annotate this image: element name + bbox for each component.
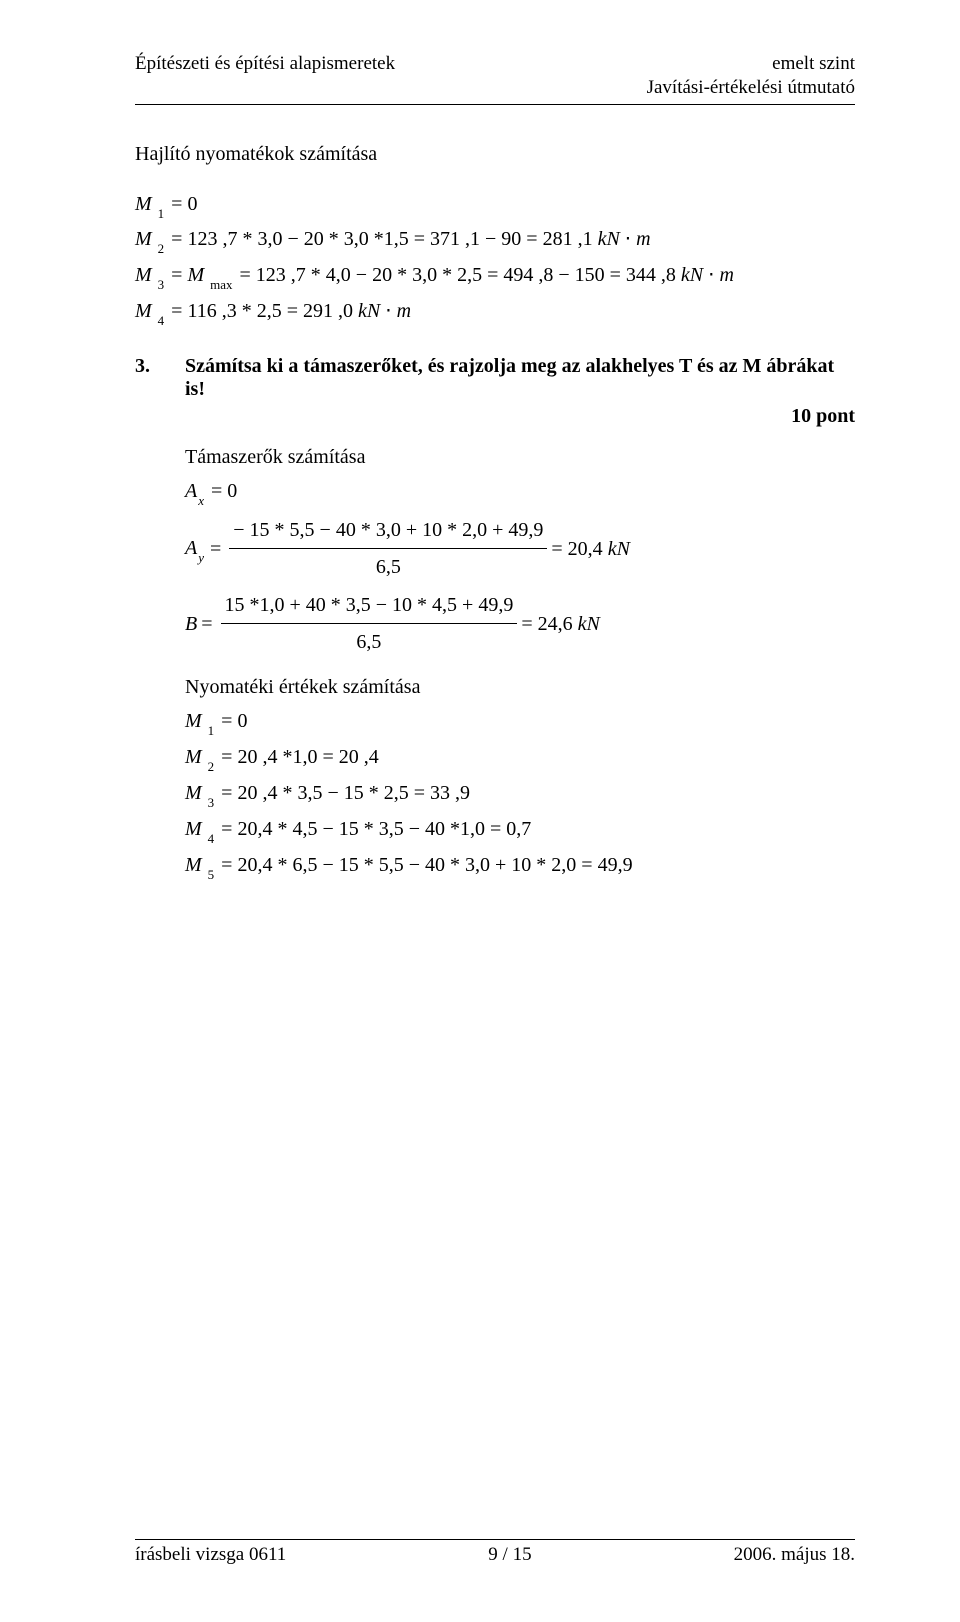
eq-ax-var: A bbox=[185, 480, 197, 502]
eq-ay-num: − 15 * 5,5 − 40 * 3,0 + 10 * 2,0 + 49,9 bbox=[229, 514, 547, 549]
eq-mm3-rhs: = 20 ,4 * 3,5 − 15 * 2,5 = 33 ,9 bbox=[221, 782, 470, 804]
eq-ay-rhs: = 20,4 kN bbox=[551, 533, 630, 565]
eq-mm4-rhs: = 20,4 * 4,5 − 15 * 3,5 − 40 *1,0 = 0,7 bbox=[221, 818, 531, 840]
section3-title: Nyomatéki értékek számítása bbox=[185, 676, 855, 699]
eq-m3: M 3 = M max = 123 ,7 * 4,0 − 20 * 3,0 * … bbox=[135, 259, 855, 293]
eq-ay-frac: − 15 * 5,5 − 40 * 3,0 + 10 * 2,0 + 49,9 … bbox=[229, 514, 547, 583]
section1-title: Hajlító nyomatékok számítása bbox=[135, 143, 855, 166]
eq-ay-var: A bbox=[185, 537, 197, 559]
section2-equations: Ax = 0 Ay = − 15 * 5,5 − 40 * 3,0 + 10 *… bbox=[185, 475, 855, 659]
section2-title: Támaszerők számítása bbox=[185, 446, 855, 469]
footer-center: 9 / 15 bbox=[488, 1544, 531, 1566]
footer-left: írásbeli vizsga 0611 bbox=[135, 1544, 286, 1566]
eq-m3-var: M bbox=[135, 264, 152, 286]
footer-row: írásbeli vizsga 0611 9 / 15 2006. május … bbox=[135, 1544, 855, 1566]
eq-mm1-rhs: = 0 bbox=[221, 710, 247, 732]
eq-mm3-sub: 3 bbox=[208, 795, 215, 810]
eq-mm2-var: M bbox=[185, 746, 202, 768]
eq-ay-lhs: Ay bbox=[185, 532, 206, 566]
eq-mm5-sub: 5 bbox=[208, 867, 215, 882]
eq-ay: Ay = − 15 * 5,5 − 40 * 3,0 + 10 * 2,0 + … bbox=[185, 514, 855, 583]
eq-b-num: 15 *1,0 + 40 * 3,5 − 10 * 4,5 + 49,9 bbox=[221, 589, 518, 624]
eq-b-frac: 15 *1,0 + 40 * 3,5 − 10 * 4,5 + 49,9 6,5 bbox=[221, 589, 518, 658]
eq-m4-var: M bbox=[135, 300, 152, 322]
question3-text: Számítsa ki a támaszerőket, és rajzolja … bbox=[185, 355, 855, 401]
eq-mm4-sub: 4 bbox=[208, 831, 215, 846]
eq-m2-sub: 2 bbox=[158, 241, 165, 256]
eq-ax-sub: x bbox=[198, 493, 204, 508]
eq-mm1: M 1 = 0 bbox=[185, 705, 855, 739]
eq-m4-rhs: = 116 ,3 * 2,5 = 291 ,0 kN ⋅ m bbox=[171, 300, 411, 322]
eq-mm5-rhs: = 20,4 * 6,5 − 15 * 5,5 − 40 * 3,0 + 10 … bbox=[221, 854, 632, 876]
page-footer: írásbeli vizsga 0611 9 / 15 2006. május … bbox=[135, 1539, 855, 1566]
eq-m1-var: M bbox=[135, 193, 152, 215]
eq-mm2-rhs: = 20 ,4 *1,0 = 20 ,4 bbox=[221, 746, 379, 768]
question3-number: 3. bbox=[135, 355, 155, 401]
eq-ay-sub: y bbox=[198, 550, 204, 565]
eq-m2-rhs: = 123 ,7 * 3,0 − 20 * 3,0 *1,5 = 371 ,1 … bbox=[171, 228, 650, 250]
eq-m2: M 2 = 123 ,7 * 3,0 − 20 * 3,0 *1,5 = 371… bbox=[135, 223, 855, 257]
eq-m3-rhs: = 123 ,7 * 4,0 − 20 * 3,0 * 2,5 = 494 ,8… bbox=[240, 264, 734, 286]
header-left: Építészeti és építési alapismeretek bbox=[135, 52, 395, 100]
footer-right: 2006. május 18. bbox=[734, 1544, 855, 1566]
content: Hajlító nyomatékok számítása M 1 = 0 M 2… bbox=[135, 143, 855, 883]
eq-mm1-sub: 1 bbox=[208, 723, 215, 738]
header-right: emelt szint Javítási-értékelési útmutató bbox=[647, 52, 855, 100]
eq-b-den: 6,5 bbox=[221, 624, 518, 658]
eq-m4: M 4 = 116 ,3 * 2,5 = 291 ,0 kN ⋅ m bbox=[135, 295, 855, 329]
eq-ay-den: 6,5 bbox=[229, 549, 547, 583]
eq-ax-rhs: = 0 bbox=[211, 480, 237, 502]
eq-mm4-var: M bbox=[185, 818, 202, 840]
eq-mm5: M 5 = 20,4 * 6,5 − 15 * 5,5 − 40 * 3,0 +… bbox=[185, 849, 855, 883]
eq-mm2-sub: 2 bbox=[208, 759, 215, 774]
eq-mm2: M 2 = 20 ,4 *1,0 = 20 ,4 bbox=[185, 741, 855, 775]
footer-rule bbox=[135, 1539, 855, 1540]
eq-b: B = 15 *1,0 + 40 * 3,5 − 10 * 4,5 + 49,9… bbox=[185, 589, 855, 658]
section3-equations: M 1 = 0 M 2 = 20 ,4 *1,0 = 20 ,4 M 3 = 2… bbox=[185, 705, 855, 882]
question3: 3. Számítsa ki a támaszerőket, és rajzol… bbox=[135, 355, 855, 401]
eq-m3-mid1: = bbox=[171, 264, 187, 286]
eq-b-var: B bbox=[185, 608, 197, 640]
eq-mm5-var: M bbox=[185, 854, 202, 876]
section2: Támaszerők számítása Ax = 0 Ay = − 15 * … bbox=[185, 446, 855, 883]
page-header: Építészeti és építési alapismeretek emel… bbox=[135, 52, 855, 100]
eq-m2-var: M bbox=[135, 228, 152, 250]
header-rule bbox=[135, 104, 855, 105]
eq-mm4: M 4 = 20,4 * 4,5 − 15 * 3,5 − 40 *1,0 = … bbox=[185, 813, 855, 847]
eq-m4-sub: 4 bbox=[158, 313, 165, 328]
eq-m3-midsub: max bbox=[210, 277, 232, 292]
question3-points: 10 pont bbox=[135, 405, 855, 428]
header-right-line1: emelt szint bbox=[647, 52, 855, 76]
eq-m1: M 1 = 0 bbox=[135, 188, 855, 222]
eq-m3-sub: 3 bbox=[158, 277, 165, 292]
section1-equations: M 1 = 0 M 2 = 123 ,7 * 3,0 − 20 * 3,0 *1… bbox=[135, 188, 855, 329]
eq-m1-sub: 1 bbox=[158, 206, 165, 221]
eq-mm3-var: M bbox=[185, 782, 202, 804]
eq-mm1-var: M bbox=[185, 710, 202, 732]
eq-ay-eq: = bbox=[210, 533, 221, 565]
eq-b-rhs: = 24,6 kN bbox=[521, 608, 600, 640]
eq-ax: Ax = 0 bbox=[185, 475, 855, 509]
eq-mm3: M 3 = 20 ,4 * 3,5 − 15 * 2,5 = 33 ,9 bbox=[185, 777, 855, 811]
page: Építészeti és építési alapismeretek emel… bbox=[0, 0, 960, 1622]
header-right-line2: Javítási-értékelési útmutató bbox=[647, 76, 855, 100]
eq-b-eq: = bbox=[201, 608, 212, 640]
eq-m1-rhs: = 0 bbox=[171, 193, 197, 215]
